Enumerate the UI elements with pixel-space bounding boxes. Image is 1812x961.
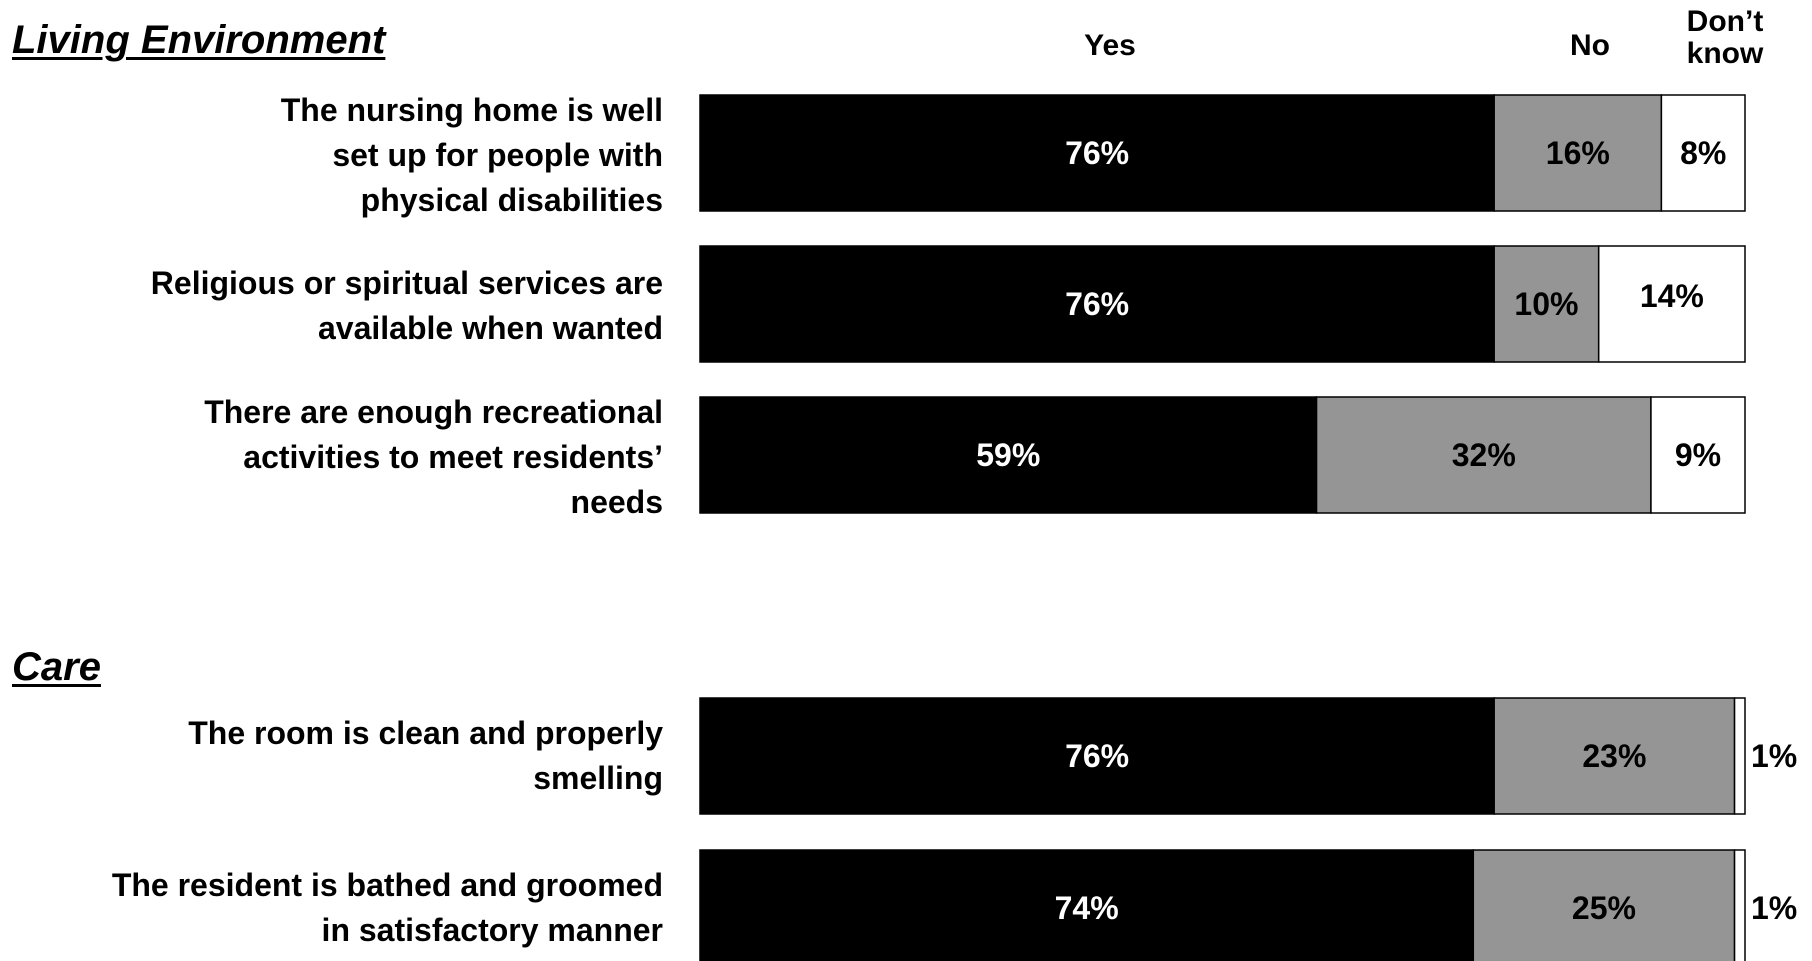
category-label: There are enough recreational activities … (0, 390, 663, 525)
section-title-living-environment: Living Environment (12, 18, 386, 62)
data-label-no: 25% (1572, 890, 1636, 926)
data-label-yes: 76% (1065, 135, 1129, 171)
category-label-line: The nursing home is well (280, 91, 663, 128)
category-label-line: activities to meet residents’ (243, 438, 663, 475)
legend-yes: Yes (1084, 29, 1136, 62)
bar-segment-dont-know (1650, 396, 1746, 514)
category-label: The resident is bathed and groomed in sat… (0, 863, 663, 953)
category-label-line: Religious or spiritual services are (150, 265, 663, 301)
data-label-dont-know: 9% (1675, 437, 1721, 473)
legend-dont-know: Don’t know (1665, 6, 1785, 70)
bar-segment-no (1493, 94, 1663, 212)
bar-segment-yes (699, 94, 1495, 212)
data-label-no: 16% (1546, 135, 1610, 171)
legend-no: No (1570, 29, 1610, 62)
data-label-yes: 74% (1055, 890, 1119, 926)
bar-segment-yes (699, 245, 1495, 363)
bar-segment-yes (699, 396, 1318, 514)
category-label-line: The room is clean and properly (188, 715, 663, 751)
data-label-dont-know: 8% (1680, 135, 1726, 171)
legend-dont-know-line1: Don’t (1686, 5, 1764, 38)
bar-segment-dont-know (1597, 245, 1746, 363)
data-label-yes: 59% (976, 437, 1040, 473)
category-label-line: physical disabilities (360, 181, 663, 218)
data-label-dont-know: 1% (1751, 890, 1797, 926)
bar-segment-dont-know (1733, 697, 1746, 815)
bar-segment-yes (699, 849, 1475, 961)
category-label-line: smelling (533, 760, 663, 796)
bar-segment-dont-know (1660, 94, 1746, 212)
category-label: The nursing home is well set up for peopl… (0, 88, 663, 223)
bar-segment-no (1493, 697, 1736, 815)
category-label: Religious or spiritual services are avail… (0, 261, 663, 351)
bar-segment-no (1315, 396, 1652, 514)
data-label-yes: 76% (1065, 738, 1129, 774)
category-label-line: There are enough recreational (204, 393, 663, 430)
category-label: The room is clean and properly smelling (0, 711, 663, 801)
data-label-no: 23% (1582, 738, 1646, 774)
data-label-dont-know: 1% (1751, 738, 1797, 774)
legend-dont-know-line2: know (1686, 37, 1764, 70)
category-label-line: needs (570, 483, 663, 520)
bar-segment-dont-know (1733, 849, 1746, 961)
bar-segment-no (1472, 849, 1736, 961)
category-label-line: in satisfactory manner (321, 912, 663, 948)
bar-segment-no (1493, 245, 1600, 363)
section-title-care: Care (12, 645, 101, 689)
category-label-line: set up for people with (332, 136, 663, 173)
data-label-no: 32% (1452, 437, 1516, 473)
data-label-no: 10% (1514, 286, 1578, 322)
category-label-line: The resident is bathed and groomed (111, 867, 663, 903)
category-label-line: available when wanted (318, 310, 663, 346)
data-label-dont-know: 14% (1640, 278, 1704, 314)
data-label-yes: 76% (1065, 286, 1129, 322)
